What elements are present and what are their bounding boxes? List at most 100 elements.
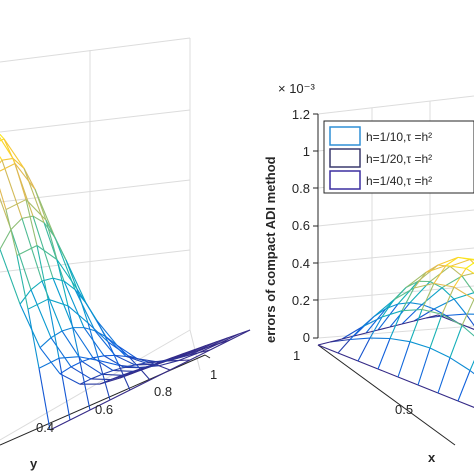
surface-edge	[110, 373, 132, 381]
surface-edge	[365, 308, 387, 334]
surface-edge	[178, 352, 200, 361]
surface-edge	[38, 357, 60, 369]
surface-edge	[361, 316, 375, 328]
surface-edge	[0, 197, 12, 230]
surface-edge	[52, 277, 74, 328]
surface-edge	[3, 138, 25, 169]
surface-edge	[0, 162, 16, 172]
surface-edge	[76, 288, 89, 324]
surface-edge	[41, 280, 63, 332]
surface-edge	[401, 320, 415, 325]
surface-edge	[421, 283, 435, 310]
surface-edge	[118, 364, 140, 369]
surface-edge	[45, 220, 58, 260]
surface-edge	[87, 322, 109, 343]
surface-edge	[30, 280, 43, 291]
surface-edge	[72, 327, 94, 359]
y-tick-label: 1	[210, 367, 217, 382]
surface-edge	[16, 245, 38, 256]
surface-edge	[112, 369, 134, 372]
right-surface	[317, 256, 474, 408]
surface-edge	[393, 287, 415, 301]
surface-edge	[10, 217, 23, 230]
surface-edge	[381, 310, 403, 318]
surface-edge	[409, 341, 431, 349]
surface-edge	[27, 309, 40, 369]
left-axes	[0, 354, 211, 446]
surface-edge	[445, 313, 467, 317]
legend-label: h=1/20,τ =h²	[366, 152, 432, 166]
surface-edge	[25, 199, 38, 246]
surface-edge	[229, 329, 251, 341]
surface-edge	[441, 287, 455, 300]
surface-edge	[469, 258, 474, 261]
left-plot: 0.4 0.6 0.8 1 y	[0, 37, 251, 471]
surface-edge	[425, 264, 447, 273]
surface-edge	[32, 215, 54, 279]
surface-edge	[101, 373, 123, 376]
surface-edge	[94, 330, 116, 356]
surface-edge	[457, 256, 471, 261]
surface-edge	[58, 356, 80, 359]
surface-edge	[453, 268, 467, 288]
legend-entry: h=1/10,τ =h²	[329, 126, 432, 146]
surface-edge	[21, 218, 43, 282]
surface-edge	[393, 287, 407, 301]
surface-edge	[1, 159, 23, 219]
surface-edge	[445, 256, 459, 266]
surface-edge	[457, 322, 474, 330]
surface-edge	[36, 245, 58, 261]
surface-edge	[465, 313, 474, 327]
surface-edge	[114, 354, 127, 357]
right-z-ticks: 0 0.2 0.4 0.6 0.8 1 1.2	[292, 107, 310, 345]
surface-edge	[167, 354, 189, 362]
surface-edge	[401, 304, 423, 325]
surface-edge	[89, 399, 111, 411]
surface-edge	[341, 326, 363, 340]
surface-edge	[425, 314, 439, 319]
surface-edge	[409, 302, 423, 306]
surface-edge	[47, 299, 60, 359]
surface-edge	[67, 305, 80, 357]
surface-edge	[417, 347, 431, 386]
surface-edge	[317, 344, 339, 354]
surface-edge	[349, 337, 371, 341]
surface-edge	[158, 359, 180, 367]
left-surface	[0, 133, 251, 431]
surface-edge	[357, 337, 371, 362]
surface-edge	[413, 308, 435, 322]
surface-edge	[27, 298, 49, 310]
surface-edge	[147, 361, 160, 367]
surface-edge	[449, 265, 463, 277]
surface-edge	[23, 168, 45, 223]
surface-edge	[78, 356, 91, 411]
surface-edge	[92, 355, 105, 359]
surface-edge	[3, 138, 16, 164]
surface-edge	[469, 259, 474, 265]
surface-edge	[101, 369, 114, 375]
surface-edge	[469, 370, 474, 375]
surface-edge	[127, 355, 149, 363]
z-tick-label: 1.2	[292, 107, 310, 122]
y-axis-label: y	[30, 456, 38, 471]
legend: h=1/10,τ =h² h=1/20,τ =h² h=1/40,τ =h²	[323, 120, 474, 194]
surface-edge	[74, 289, 96, 332]
surface-edge	[421, 308, 443, 315]
surface-edge	[138, 367, 151, 381]
legend-swatch	[329, 148, 361, 168]
surface-edge	[0, 155, 3, 161]
surface-edge	[112, 366, 125, 372]
surface-edge	[417, 384, 439, 394]
surface-edge	[158, 365, 171, 371]
y-tick-label: 0.6	[95, 402, 113, 417]
surface-edge	[429, 314, 443, 349]
y-tick-label: 0.8	[154, 384, 172, 399]
surface-edge	[469, 359, 474, 371]
surface-edge	[457, 400, 474, 408]
surface-edge	[397, 302, 411, 305]
surface-edge	[0, 138, 5, 142]
x-axis-label: x	[428, 450, 436, 465]
surface-edge	[198, 343, 220, 354]
surface-edge	[0, 187, 7, 210]
surface-edge	[47, 298, 69, 307]
